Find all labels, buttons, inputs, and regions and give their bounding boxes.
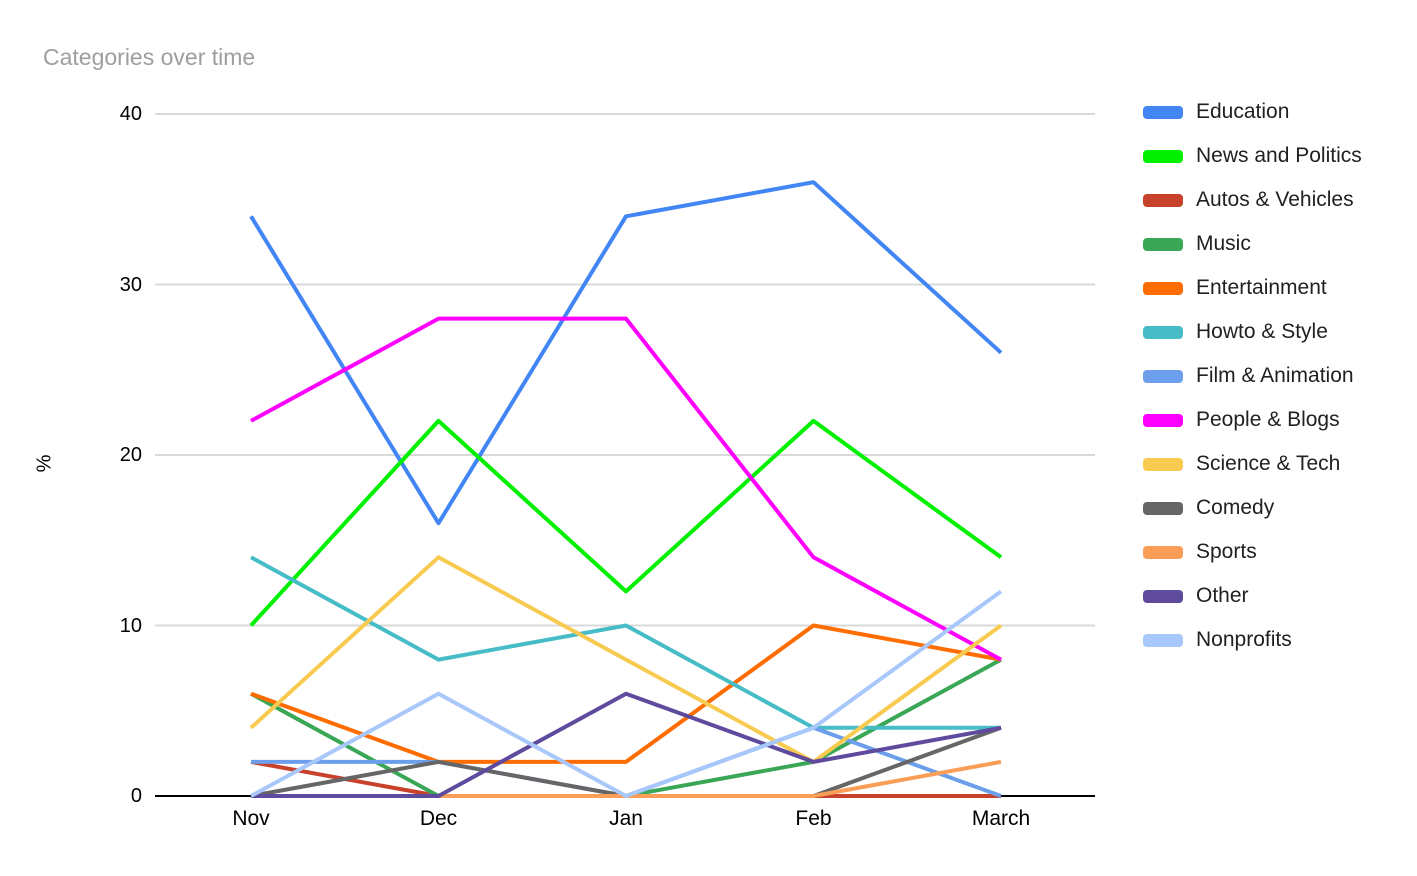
legend-item-science-tech[interactable]: Science & Tech: [1143, 442, 1362, 486]
legend-item-education[interactable]: Education: [1143, 90, 1362, 134]
legend-swatch-autos-vehicles: [1143, 193, 1183, 207]
legend-label-comedy: Comedy: [1196, 496, 1275, 519]
y-tick-label-40: 40: [119, 103, 142, 125]
series-line-entertainment[interactable]: [250, 623, 1002, 764]
legend-swatch-comedy: [1143, 501, 1183, 515]
y-axis-title: %: [33, 454, 56, 473]
legend-swatch-nonprofits: [1143, 633, 1183, 647]
y-tick-label-10: 10: [119, 614, 142, 637]
legend-item-people-blogs[interactable]: People & Blogs: [1143, 398, 1362, 442]
legend-swatch-sports: [1143, 545, 1183, 559]
legend-swatch-music: [1143, 237, 1183, 251]
legend-item-autos-vehicles[interactable]: Autos & Vehicles: [1143, 178, 1362, 222]
legend-label-autos-vehicles: Autos & Vehicles: [1196, 188, 1354, 211]
legend-item-entertainment[interactable]: Entertainment: [1143, 266, 1362, 310]
chart-title: Categories over time: [43, 44, 256, 70]
legend-label-education: Education: [1196, 100, 1290, 123]
legend-label-science-tech: Science & Tech: [1196, 452, 1341, 475]
legend-label-howto-style: Howto & Style: [1196, 320, 1328, 343]
x-tick-label-feb: Feb: [795, 807, 832, 830]
series-line-howto-style[interactable]: [250, 555, 1001, 730]
legend-item-sports[interactable]: Sports: [1143, 530, 1362, 574]
series-line-news-and-politics[interactable]: [249, 418, 1003, 627]
legend-label-film-animation: Film & Animation: [1196, 364, 1354, 387]
series-line-people-blogs[interactable]: [250, 316, 1002, 662]
chart-legend: Education News and Politics Autos & Vehicl…: [1143, 90, 1362, 662]
legend-label-nonprofits: Nonprofits: [1196, 628, 1292, 651]
legend-item-howto-style[interactable]: Howto & Style: [1143, 310, 1362, 354]
legend-item-other[interactable]: Other: [1143, 574, 1362, 618]
y-tick-label-0: 0: [130, 785, 142, 807]
legend-swatch-film-animation: [1143, 369, 1183, 383]
y-tick-label-30: 30: [119, 273, 142, 296]
legend-item-nonprofits[interactable]: Nonprofits: [1143, 618, 1362, 662]
legend-swatch-people-blogs: [1143, 413, 1183, 427]
legend-item-film-animation[interactable]: Film & Animation: [1143, 354, 1362, 398]
legend-label-other: Other: [1196, 584, 1249, 607]
legend-item-news-and-politics[interactable]: News and Politics: [1143, 134, 1362, 178]
x-tick-label-jan: Jan: [609, 807, 643, 830]
legend-swatch-howto-style: [1143, 325, 1183, 339]
legend-swatch-education: [1143, 105, 1183, 119]
legend-label-music: Music: [1196, 232, 1251, 255]
series-line-education[interactable]: [249, 180, 1003, 526]
legend-label-sports: Sports: [1196, 540, 1257, 563]
legend-swatch-entertainment: [1143, 281, 1183, 295]
legend-swatch-news-and-politics: [1143, 149, 1183, 163]
legend-swatch-science-tech: [1143, 457, 1183, 471]
legend-item-music[interactable]: Music: [1143, 222, 1362, 266]
series-line-nonprofits[interactable]: [250, 589, 1003, 798]
legend-item-comedy[interactable]: Comedy: [1143, 486, 1362, 530]
legend-label-news-and-politics: News and Politics: [1196, 144, 1362, 167]
legend-swatch-other: [1143, 589, 1183, 603]
legend-label-entertainment: Entertainment: [1196, 276, 1327, 299]
x-tick-label-dec: Dec: [419, 807, 458, 830]
series-line-science-tech[interactable]: [249, 555, 1003, 764]
series-line-other[interactable]: [251, 691, 1002, 798]
y-tick-label-20: 20: [119, 444, 142, 466]
legend-label-people-blogs: People & Blogs: [1196, 408, 1340, 431]
x-tick-label-march: March: [971, 807, 1031, 830]
x-tick-label-nov: Nov: [232, 807, 270, 830]
